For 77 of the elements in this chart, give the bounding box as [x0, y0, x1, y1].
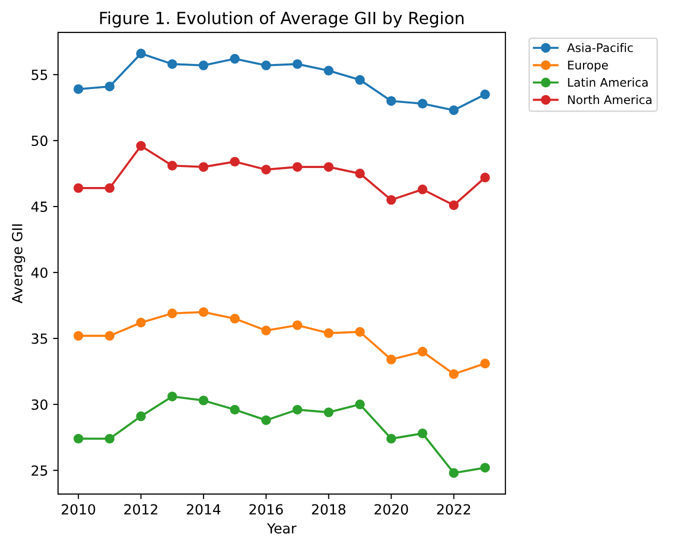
point [261, 60, 271, 70]
point [292, 320, 302, 330]
x-tick-label: 2014 [186, 504, 220, 515]
point [230, 156, 240, 167]
point [448, 369, 459, 379]
point [230, 54, 240, 64]
point [386, 96, 396, 106]
y-tick-label: 30 [32, 399, 48, 410]
point [74, 330, 84, 341]
point [418, 98, 428, 108]
point [418, 184, 428, 194]
point [386, 195, 396, 205]
point [198, 307, 208, 317]
point [261, 415, 271, 426]
point [167, 392, 178, 402]
y-tick-label: 45 [31, 202, 48, 212]
x-axis-title: Year [267, 523, 296, 534]
point [324, 162, 334, 172]
point [198, 162, 208, 172]
legend-label: North America [568, 95, 652, 104]
legend-label: Asia-Pacific [567, 43, 633, 52]
legend-label: Europe [568, 60, 608, 72]
point [418, 346, 428, 356]
point [324, 66, 334, 76]
x-tick-label: 2012 [124, 504, 158, 515]
point [74, 84, 84, 94]
point [324, 328, 334, 338]
y-tick-label: 25 [32, 465, 48, 476]
point [230, 314, 240, 324]
x-tick-label: 2016 [249, 504, 283, 515]
y-tick-label: 55 [32, 70, 48, 80]
point [167, 308, 178, 318]
point [292, 162, 302, 172]
point [104, 82, 115, 92]
point [480, 90, 490, 100]
y-axis-title: Average GII [12, 224, 26, 304]
point [448, 105, 459, 116]
point [418, 428, 428, 438]
point [167, 160, 178, 170]
point [355, 400, 365, 410]
point [198, 60, 208, 70]
point [355, 75, 365, 85]
point [136, 48, 146, 58]
point [198, 396, 208, 406]
y-tick-label: 40 [31, 267, 48, 278]
point [480, 172, 490, 182]
point [292, 404, 302, 415]
point [104, 330, 115, 341]
point [386, 354, 396, 364]
point [74, 183, 84, 193]
x-tick-label: 2018 [312, 504, 346, 515]
point [136, 318, 146, 328]
point [136, 140, 146, 151]
point [261, 326, 271, 336]
x-tick-label: 2010 [62, 504, 96, 515]
legend-label: Latin America [568, 78, 648, 87]
point [136, 411, 146, 422]
point [261, 164, 271, 174]
point [167, 59, 178, 69]
point [448, 200, 459, 210]
point [355, 168, 365, 178]
point [480, 358, 490, 368]
point [480, 462, 490, 473]
point [104, 434, 115, 444]
y-tick-label: 50 [32, 136, 48, 146]
point [230, 404, 240, 415]
x-tick-label: 2020 [374, 504, 408, 515]
point [74, 434, 84, 444]
y-tick-label: 35 [32, 333, 48, 344]
point [104, 183, 115, 193]
point [355, 326, 365, 337]
chart-title: Figure 1. Evolution of Average GII by Region [100, 11, 464, 28]
point [292, 59, 302, 69]
point [448, 468, 459, 478]
point [386, 434, 396, 444]
point [324, 407, 334, 418]
x-tick-label: 2022 [437, 504, 470, 515]
